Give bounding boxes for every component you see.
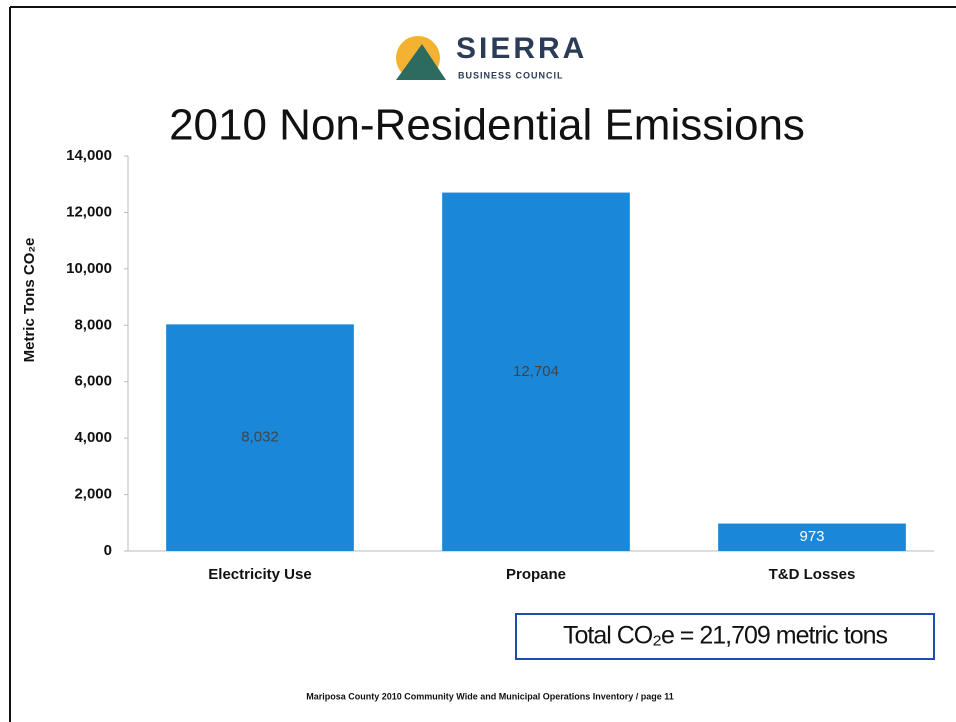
data-label: 8,032	[241, 429, 279, 446]
y-tick-label: 12,000	[66, 203, 112, 220]
total-box	[515, 613, 935, 660]
logo-subtitle: BUSINESS COUNCIL	[458, 70, 564, 80]
y-tick-label: 8,000	[74, 316, 112, 333]
bar	[166, 324, 354, 551]
y-tick-label: 10,000	[66, 260, 112, 277]
footer: Mariposa County 2010 Community Wide and …	[306, 691, 674, 701]
y-tick-label: 4,000	[74, 429, 112, 446]
x-tick-label: Electricity Use	[208, 566, 311, 583]
y-tick-label: 2,000	[74, 486, 112, 503]
logo-name: SIERRA	[456, 32, 587, 65]
logo-mountain	[396, 44, 446, 80]
y-tick-label: 0	[104, 542, 112, 559]
data-label: 12,704	[513, 363, 559, 380]
bar	[718, 523, 906, 551]
data-label: 973	[799, 528, 824, 545]
y-tick-label: 14,000	[66, 147, 112, 164]
logo: SIERRA BUSINESS COUNCIL	[396, 32, 587, 80]
total-annotation: Total CO₂e = 21,709 metric tons	[563, 622, 888, 650]
y-axis-label: Metric Tons CO₂e	[21, 238, 38, 363]
y-tick-label: 6,000	[74, 373, 112, 390]
chart-title: 2010 Non-Residential Emissions	[169, 101, 805, 150]
x-tick-label: Propane	[506, 566, 566, 583]
bar	[442, 192, 630, 551]
x-tick-label: T&D Losses	[769, 566, 856, 583]
